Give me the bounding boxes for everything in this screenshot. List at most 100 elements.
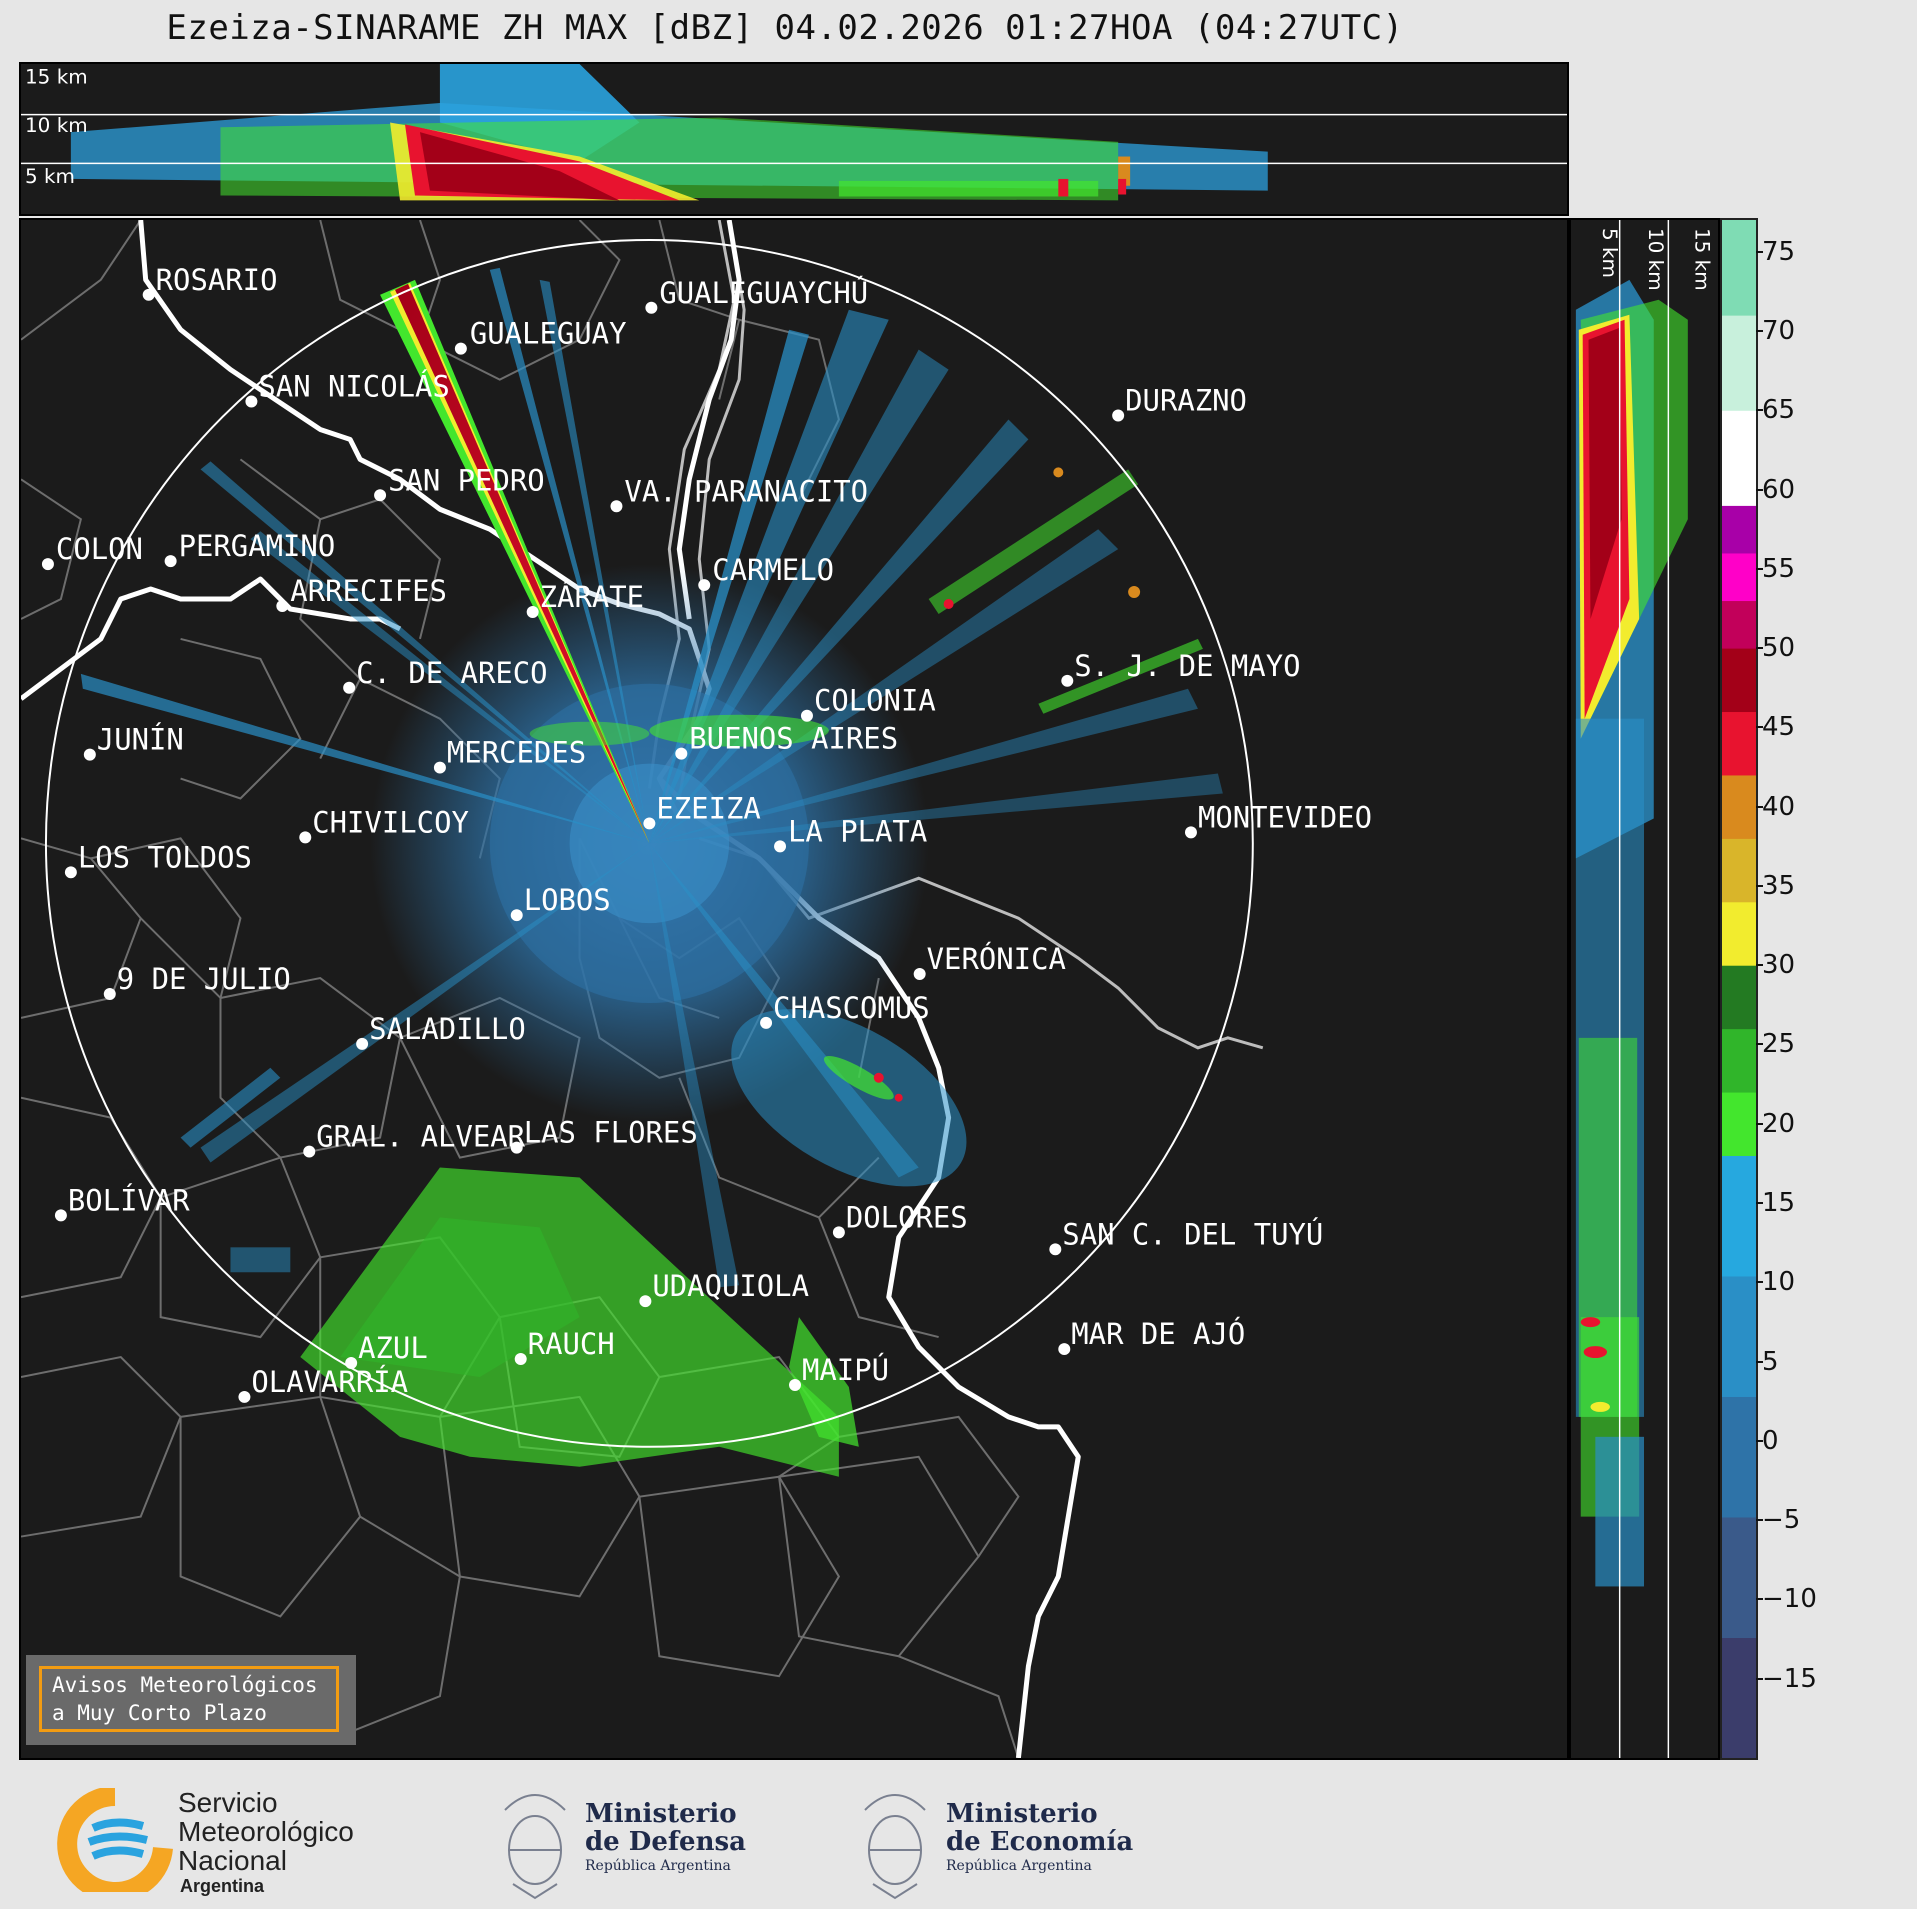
colorbar-tick-mark xyxy=(1756,726,1763,729)
smn-text-4: Argentina xyxy=(180,1876,265,1896)
city-s-j-de-mayo[interactable]: S. J. DE MAYO xyxy=(1061,649,1301,687)
city-va-paranacito[interactable]: VA. PARANACITO xyxy=(610,474,868,513)
top-cross-section-echoes xyxy=(70,64,1268,201)
smn-text-1: Servicio xyxy=(178,1787,278,1818)
colorbar-svg xyxy=(1722,220,1756,1758)
city-9-de-julio[interactable]: 9 DE JULIO xyxy=(103,962,291,1000)
city-mercedes[interactable]: MERCEDES xyxy=(433,736,586,774)
colorbar-segment xyxy=(1722,774,1756,839)
city-zarate[interactable]: ZÁRATE xyxy=(526,580,644,618)
city-san-c-del-tuyu[interactable]: SAN C. DEL TUYÚ xyxy=(1049,1217,1323,1256)
colorbar-tick-mark xyxy=(1756,884,1763,887)
colorbar-tick-label: 75 xyxy=(1762,236,1796,267)
city-azul[interactable]: AZUL xyxy=(345,1331,428,1370)
colorbar-segment xyxy=(1722,1396,1756,1518)
city-san-pedro[interactable]: SAN PEDRO xyxy=(374,463,545,502)
svg-text:CARMELO: CARMELO xyxy=(712,553,834,587)
city-rauch[interactable]: RAUCH xyxy=(514,1327,615,1366)
colorbar-tick-mark xyxy=(1756,1202,1763,1205)
colorbar-tick-label: 0 xyxy=(1762,1425,1779,1456)
colorbar-tick-label: 65 xyxy=(1762,395,1796,426)
colorbar-tick-label: 60 xyxy=(1762,474,1796,505)
city-dolores[interactable]: DOLORES xyxy=(832,1200,968,1239)
svg-text:RAUCH: RAUCH xyxy=(528,1327,615,1361)
colorbar-segment xyxy=(1722,315,1756,411)
city-durazno[interactable]: DURAZNO xyxy=(1112,384,1247,422)
city-bolivar[interactable]: BOLÍVAR xyxy=(54,1183,190,1222)
side-cross-section-echoes xyxy=(1575,279,1688,1587)
svg-text:GUALEGUAY: GUALEGUAY xyxy=(470,317,627,351)
colorbar-segment xyxy=(1722,1028,1756,1093)
city-gral-alvear[interactable]: GRAL. ALVEAR xyxy=(303,1120,526,1158)
city-gualeguay[interactable]: GUALEGUAY xyxy=(454,317,627,355)
colorbar-segment xyxy=(1722,1637,1756,1758)
city-rosario[interactable]: ROSARIO xyxy=(142,263,278,301)
city-ezeiza[interactable]: EZEIZA xyxy=(643,791,761,830)
city-la-plata[interactable]: LA PLATA xyxy=(774,814,927,853)
colorbar-segment xyxy=(1722,711,1756,776)
radar-map-panel: ROSARIO GUALEGUAYCHÚ GUALEGUAY SAN NICOL… xyxy=(19,218,1569,1760)
defensa-logo-text: Ministerio de Defensa República Argentin… xyxy=(585,1800,746,1876)
city-san-nicolas[interactable]: SAN NICOLÁS xyxy=(245,370,450,408)
city-maipu[interactable]: MAIPÚ xyxy=(789,1353,889,1391)
svg-text:MONTEVIDEO: MONTEVIDEO xyxy=(1198,800,1372,834)
defensa-text-1: Ministerio xyxy=(585,1799,737,1829)
city-gualeguaychu[interactable]: GUALEGUAYCHÚ xyxy=(645,276,868,314)
svg-text:AZUL: AZUL xyxy=(358,1331,428,1365)
colorbar-tick-label: 70 xyxy=(1762,315,1796,346)
city-olavarria[interactable]: OLAVARRÍA xyxy=(238,1365,408,1403)
city-las-flores[interactable]: LAS FLORES xyxy=(510,1116,698,1154)
avisos-box[interactable]: Avisos Meteorológicos a Muy Corto Plazo xyxy=(39,1666,339,1732)
city-pergamino[interactable]: PERGAMINO xyxy=(164,529,336,568)
city-markers: ROSARIO GUALEGUAYCHÚ GUALEGUAY SAN NICOL… xyxy=(41,263,1372,1403)
radar-map-svg: ROSARIO GUALEGUAYCHÚ GUALEGUAY SAN NICOL… xyxy=(21,220,1372,1758)
colorbar-tick-mark xyxy=(1756,647,1763,650)
smn-text-3: Nacional xyxy=(178,1845,287,1876)
city-veronica[interactable]: VERÓNICA xyxy=(913,942,1066,981)
footer: Servicio Meteorológico Nacional Argentin… xyxy=(0,1760,1917,1909)
side-alt-10km: 10 km xyxy=(1644,228,1667,291)
colorbar-tick-label: 30 xyxy=(1762,950,1796,981)
svg-text:DOLORES: DOLORES xyxy=(846,1200,968,1234)
city-c-de-areco[interactable]: C. DE ARECO xyxy=(343,656,548,694)
colorbar-tick-label: 35 xyxy=(1762,870,1796,901)
colorbar-segment xyxy=(1722,965,1756,1030)
side-alt-15km: 15 km xyxy=(1691,228,1714,291)
city-chascomus[interactable]: CHASCOMUS xyxy=(760,991,930,1029)
city-udaquiola[interactable]: UDAQUIOLA xyxy=(639,1269,809,1308)
top-cross-section-panel: 15 km 10 km 5 km xyxy=(19,62,1569,216)
colorbar-tick-mark xyxy=(1756,250,1763,253)
city-mar-de-ajo[interactable]: MAR DE AJÓ xyxy=(1058,1317,1245,1356)
svg-text:S. J. DE MAYO: S. J. DE MAYO xyxy=(1074,649,1300,683)
top-alt-5km: 5 km xyxy=(25,165,75,188)
city-carmelo[interactable]: CARMELO xyxy=(698,553,834,592)
svg-text:CHASCOMUS: CHASCOMUS xyxy=(773,991,930,1025)
colorbar-tick-mark xyxy=(1756,1281,1763,1284)
svg-text:UDAQUIOLA: UDAQUIOLA xyxy=(652,1269,809,1303)
city-lobos[interactable]: LOBOS xyxy=(510,883,611,922)
city-colonia[interactable]: COLONIA xyxy=(800,684,936,722)
city-colon[interactable]: COLON xyxy=(41,532,143,571)
colorbar-segment xyxy=(1722,600,1756,649)
city-los-toldos[interactable]: LOS TOLDOS xyxy=(64,840,252,879)
colorbar-tick-mark xyxy=(1756,488,1763,491)
city-montevideo[interactable]: MONTEVIDEO xyxy=(1184,800,1372,839)
city-saladillo[interactable]: SALADILLO xyxy=(356,1012,526,1050)
city-arrecifes[interactable]: ARRECIFES xyxy=(276,574,447,612)
avisos-badge[interactable]: Avisos Meteorológicos a Muy Corto Plazo xyxy=(26,1655,356,1745)
city-buenos-aires[interactable]: BUENOS AIRES xyxy=(675,722,898,760)
colorbar-segment xyxy=(1722,1155,1756,1277)
colorbar-segment xyxy=(1722,552,1756,602)
economia-text-1: Ministerio xyxy=(946,1799,1098,1829)
economia-text-3: República Argentina xyxy=(946,1858,1092,1874)
city-chivilcoy[interactable]: CHIVILCOY xyxy=(299,805,469,844)
smn-text-2: Meteorológico xyxy=(178,1816,354,1847)
colorbar-tick-mark xyxy=(1756,1598,1763,1601)
svg-text:MAIPÚ: MAIPÚ xyxy=(802,1353,889,1387)
colorbar-tick-mark xyxy=(1756,805,1763,808)
colorbar-tick-mark xyxy=(1756,1677,1763,1680)
defensa-text-3: República Argentina xyxy=(585,1858,731,1874)
city-junin[interactable]: JUNÍN xyxy=(83,723,184,761)
svg-text:DURAZNO: DURAZNO xyxy=(1125,384,1247,418)
svg-text:VA. PARANACITO: VA. PARANACITO xyxy=(624,474,868,508)
